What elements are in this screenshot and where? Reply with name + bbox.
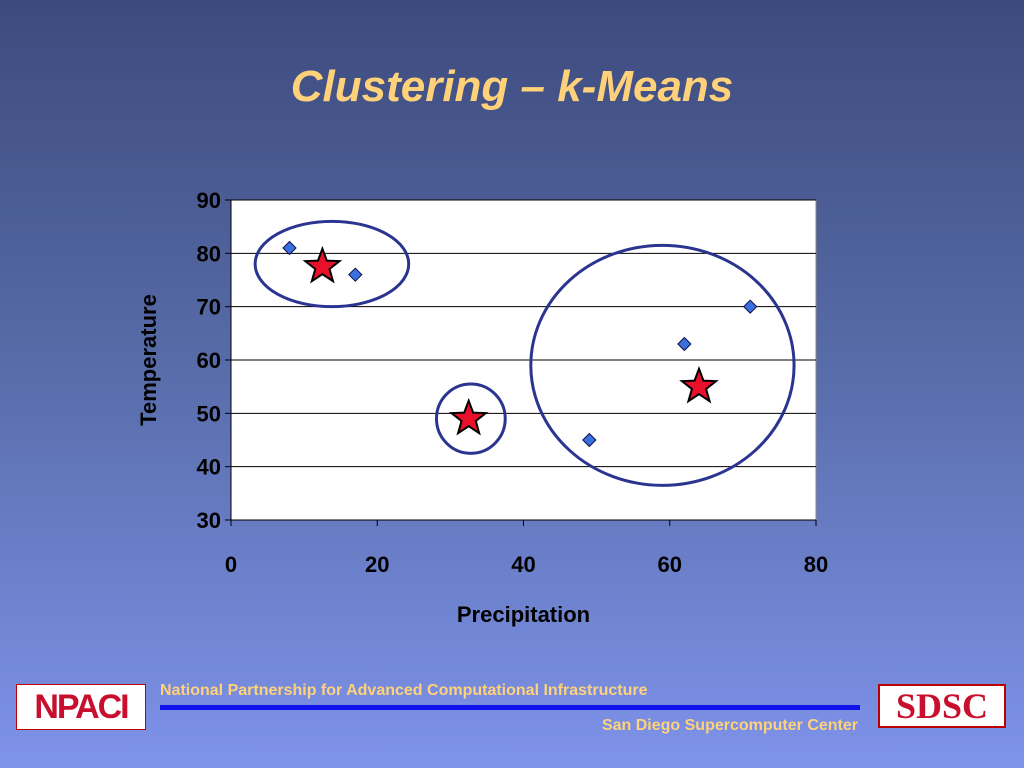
x-tick-label: 60 bbox=[658, 552, 682, 577]
y-axis-title: Temperature bbox=[136, 294, 161, 426]
cluster-ellipse bbox=[253, 219, 411, 309]
y-tick-label: 50 bbox=[197, 401, 221, 426]
y-tick-label: 80 bbox=[197, 241, 221, 266]
x-tick-label: 20 bbox=[365, 552, 389, 577]
data-point bbox=[582, 432, 597, 448]
x-tick-label: 0 bbox=[225, 552, 237, 577]
data-point bbox=[282, 240, 297, 256]
x-tick-label: 40 bbox=[511, 552, 535, 577]
footer-center: San Diego Supercomputer Center bbox=[601, 717, 858, 734]
data-point bbox=[677, 336, 692, 352]
cluster-ellipse bbox=[529, 243, 796, 487]
sdsc-logo: SDSC bbox=[878, 684, 1006, 728]
y-tick-label: 40 bbox=[197, 455, 221, 480]
data-point bbox=[742, 299, 758, 314]
y-tick-label: 70 bbox=[197, 295, 221, 320]
slide-title: Clustering – k-Means bbox=[290, 62, 734, 111]
y-tick-label: 60 bbox=[197, 348, 221, 373]
centroid-star bbox=[448, 397, 489, 436]
y-tick-label: 90 bbox=[197, 188, 221, 213]
data-point bbox=[348, 267, 363, 282]
npaci-logo: NPACI bbox=[16, 684, 146, 730]
cluster-ellipse bbox=[434, 382, 507, 455]
y-tick-label: 30 bbox=[197, 508, 221, 533]
centroid-star bbox=[302, 245, 343, 284]
x-axis-title: Precipitation bbox=[457, 602, 590, 627]
footer-organization: National Partnership for Advanced Comput… bbox=[160, 682, 648, 699]
footer-divider bbox=[160, 705, 860, 710]
x-tick-label: 80 bbox=[804, 552, 828, 577]
centroid-star bbox=[679, 365, 719, 404]
